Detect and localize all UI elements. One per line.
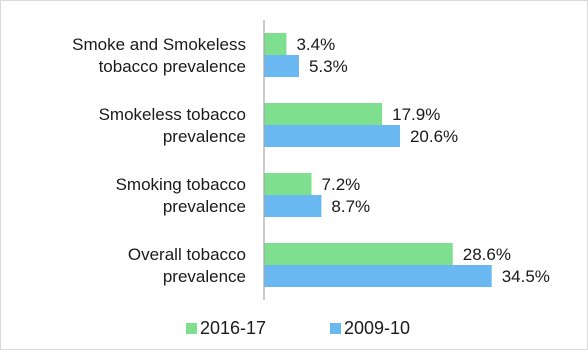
category-label: Smoke and Smokeless	[72, 35, 246, 54]
category-label: prevalence	[163, 267, 246, 286]
legend-swatch	[186, 323, 197, 334]
category-label: Smoking tobacco	[116, 175, 246, 194]
bar-2016-17	[264, 243, 453, 265]
legend-label: 2016-17	[200, 318, 266, 338]
bar-2016-17	[264, 33, 287, 55]
bar-2009-10	[264, 55, 299, 77]
legend-swatch	[330, 323, 341, 334]
category-label: Smokeless tobacco	[99, 105, 246, 124]
bar-2009-10	[264, 265, 492, 287]
legend: 2016-17 2009-10	[186, 318, 410, 338]
data-label: 20.6%	[410, 127, 458, 146]
data-label: 7.2%	[322, 175, 361, 194]
bar-2009-10	[264, 125, 400, 147]
value-labels: 3.4% 5.3% 17.9% 20.6% 7.2% 8.7% 28.6% 34.5%	[296, 35, 549, 286]
category-label: tobacco prevalence	[99, 57, 246, 76]
bars-group	[264, 33, 492, 287]
data-label: 5.3%	[309, 57, 348, 76]
legend-label: 2009-10	[344, 318, 410, 338]
category-label: prevalence	[163, 127, 246, 146]
category-label: prevalence	[163, 197, 246, 216]
bar-2016-17	[264, 103, 383, 125]
data-label: 17.9%	[392, 105, 440, 124]
data-label: 34.5%	[502, 267, 550, 286]
data-label: 3.4%	[296, 35, 335, 54]
bar-2009-10	[264, 195, 322, 217]
data-label: 8.7%	[331, 197, 370, 216]
bar-2016-17	[264, 173, 312, 195]
category-label: Overall tobacco	[128, 245, 246, 264]
data-label: 28.6%	[463, 245, 511, 264]
category-labels: Smoke and Smokeless tobacco prevalence Smo…	[72, 35, 246, 286]
